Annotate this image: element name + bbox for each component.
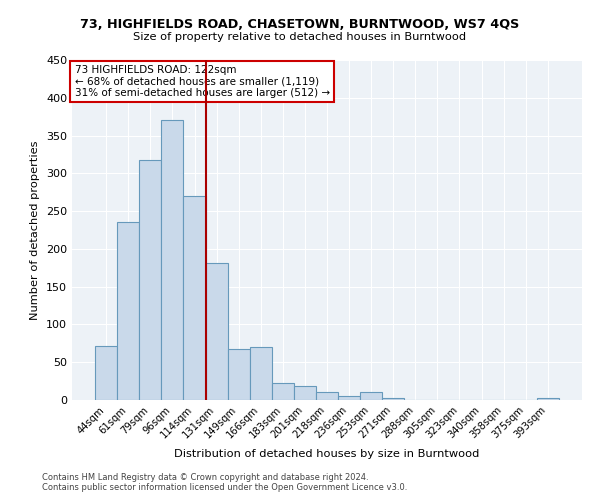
Bar — [272, 384, 294, 400]
Bar — [139, 160, 161, 400]
Bar — [338, 396, 360, 400]
Bar — [294, 386, 316, 400]
Text: Contains HM Land Registry data © Crown copyright and database right 2024.
Contai: Contains HM Land Registry data © Crown c… — [42, 473, 407, 492]
Text: 73, HIGHFIELDS ROAD, CHASETOWN, BURNTWOOD, WS7 4QS: 73, HIGHFIELDS ROAD, CHASETOWN, BURNTWOO… — [80, 18, 520, 30]
Text: Size of property relative to detached houses in Burntwood: Size of property relative to detached ho… — [133, 32, 467, 42]
Bar — [117, 222, 139, 400]
Y-axis label: Number of detached properties: Number of detached properties — [31, 140, 40, 320]
Text: 73 HIGHFIELDS ROAD: 122sqm
← 68% of detached houses are smaller (1,119)
31% of s: 73 HIGHFIELDS ROAD: 122sqm ← 68% of deta… — [74, 65, 329, 98]
Bar — [250, 347, 272, 400]
Bar — [382, 398, 404, 400]
Bar — [161, 120, 184, 400]
Bar — [184, 196, 206, 400]
Bar — [206, 263, 227, 400]
X-axis label: Distribution of detached houses by size in Burntwood: Distribution of detached houses by size … — [175, 449, 479, 459]
Bar — [537, 398, 559, 400]
Bar — [316, 392, 338, 400]
Bar — [227, 350, 250, 400]
Bar — [360, 392, 382, 400]
Bar — [95, 346, 117, 400]
